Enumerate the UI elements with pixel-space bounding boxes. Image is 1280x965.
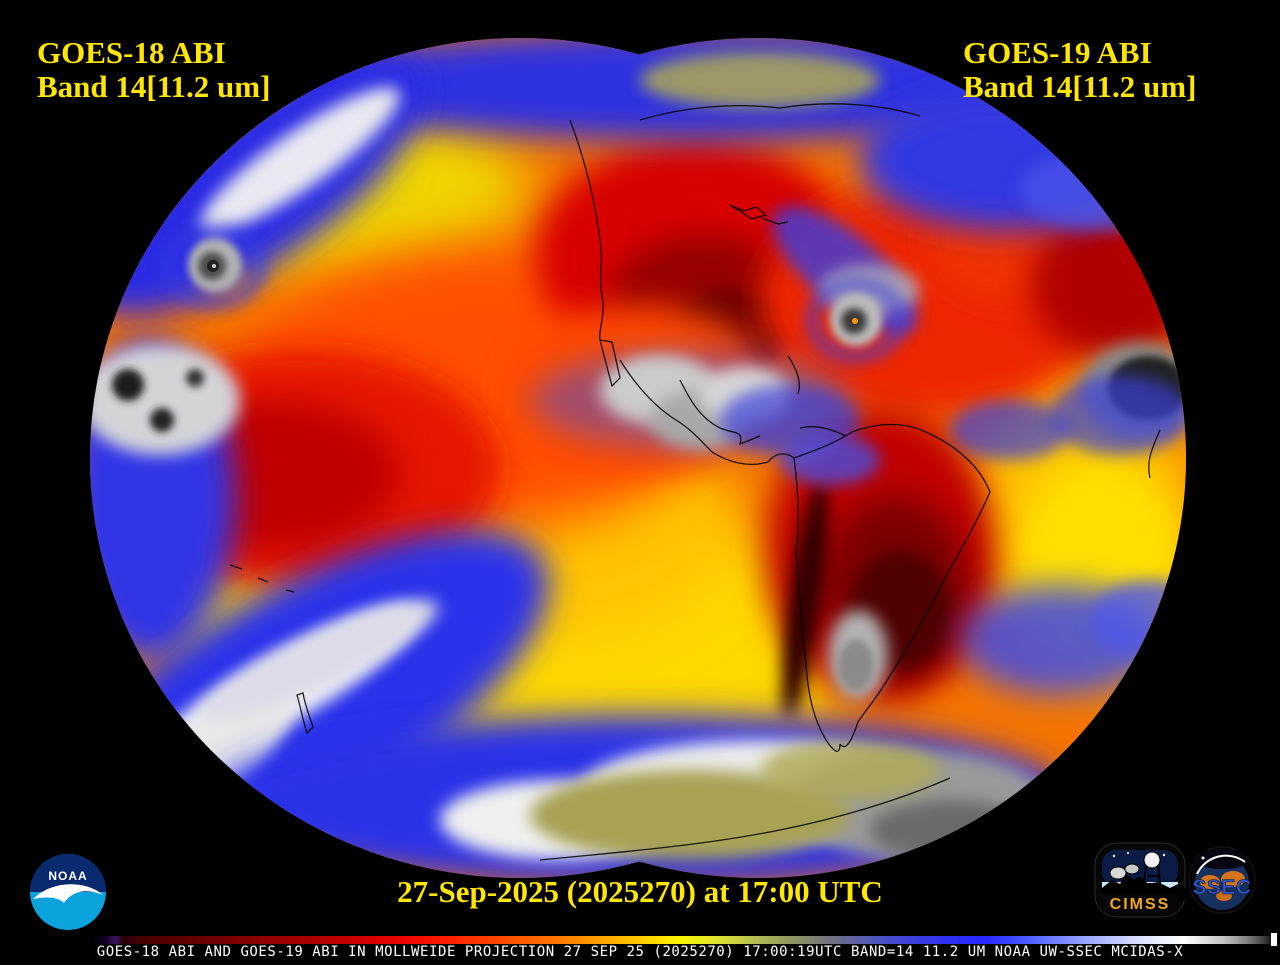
timestamp-label: 27-Sep-2025 (2025270) at 17:00 UTC <box>397 874 883 909</box>
noaa-logo-icon: NOAA <box>30 854 106 930</box>
temperature-colorbar <box>0 936 1280 944</box>
cimss-logo-icon: CIMSS <box>1094 842 1186 918</box>
colorbar-tick <box>1271 933 1277 946</box>
goes19-title: GOES-19 ABI Band 14[11.2 um] <box>963 36 1196 104</box>
goes18-title-line2: Band 14[11.2 um] <box>37 69 271 104</box>
ssec-logo-label: SSEC <box>1192 876 1251 899</box>
west-pacific-typhoon <box>164 226 266 308</box>
goes19-title-line2: Band 14[11.2 um] <box>963 69 1197 104</box>
coastlines <box>229 103 1161 861</box>
goes18-title: GOES-18 ABI Band 14[11.2 um] <box>37 36 270 104</box>
ssec-logo-icon: SSEC <box>1188 846 1256 914</box>
product-caption: GOES-18 ABI AND GOES-19 ABI IN MOLLWEIDE… <box>96 944 1184 960</box>
cimss-logo-label: CIMSS <box>1110 896 1171 913</box>
goes19-title-line1: GOES-19 ABI <box>963 35 1152 70</box>
noaa-logo-label: NOAA <box>48 869 87 883</box>
atlantic-hurricane <box>807 279 905 361</box>
goes18-title-line1: GOES-18 ABI <box>37 35 226 70</box>
